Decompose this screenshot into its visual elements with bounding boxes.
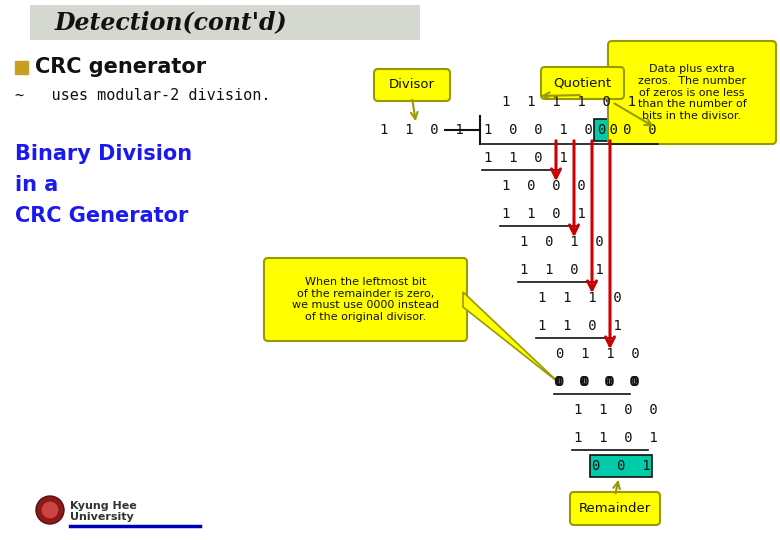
Text: 1  1  0  1: 1 1 0 1 (484, 151, 568, 165)
Text: Remainder: Remainder (579, 502, 651, 515)
FancyBboxPatch shape (541, 67, 624, 99)
Text: CRC generator: CRC generator (35, 57, 206, 77)
FancyBboxPatch shape (570, 492, 660, 525)
Text: 1  0  1  0: 1 0 1 0 (520, 235, 604, 249)
Text: Detection(cont'd): Detection(cont'd) (55, 10, 288, 34)
FancyBboxPatch shape (590, 455, 652, 477)
Circle shape (36, 496, 64, 524)
Text: Divisor: Divisor (389, 78, 435, 91)
Text: When the leftmost bit
of the remainder is zero,
we must use 0000 instead
of the : When the leftmost bit of the remainder i… (292, 277, 439, 322)
Text: 1  0  0  1  0  0: 1 0 0 1 0 0 (484, 123, 618, 137)
Text: 1  1  0  1: 1 1 0 1 (538, 319, 622, 333)
Text: 0  1  1  0: 0 1 1 0 (556, 347, 640, 361)
FancyBboxPatch shape (15, 61, 28, 74)
FancyBboxPatch shape (264, 258, 467, 341)
Text: Kyung Hee: Kyung Hee (70, 501, 136, 511)
Text: Binary Division
in a
CRC Generator: Binary Division in a CRC Generator (15, 144, 192, 226)
Text: 0  0  0  0: 0 0 0 0 (554, 375, 638, 389)
FancyBboxPatch shape (374, 69, 450, 101)
Text: ~   uses modular-2 division.: ~ uses modular-2 division. (15, 89, 271, 104)
Text: 1  1  0  1: 1 1 0 1 (502, 207, 586, 221)
Text: 1  1  1  0: 1 1 1 0 (538, 291, 622, 305)
Circle shape (41, 502, 58, 518)
Polygon shape (463, 292, 558, 382)
FancyBboxPatch shape (608, 41, 776, 144)
Text: 0  0  0: 0 0 0 (597, 123, 656, 137)
Text: 1  1  1  1  0  1: 1 1 1 1 0 1 (502, 95, 636, 109)
FancyBboxPatch shape (594, 119, 656, 141)
Text: 0  0  0  0: 0 0 0 0 (556, 375, 640, 389)
Text: 0  0  1: 0 0 1 (592, 459, 651, 473)
Text: University: University (70, 512, 133, 522)
Text: 1  1  0  1: 1 1 0 1 (574, 431, 658, 445)
Text: 1  1  0  1: 1 1 0 1 (520, 263, 604, 277)
FancyBboxPatch shape (30, 5, 420, 40)
Text: 1  1  0  1: 1 1 0 1 (380, 123, 464, 137)
Text: 1  0  0  0: 1 0 0 0 (502, 179, 586, 193)
Text: Data plus extra
zeros.  The number
of zeros is one less
than the number of
bits : Data plus extra zeros. The number of zer… (637, 64, 746, 121)
Text: 1  1  0  0: 1 1 0 0 (574, 403, 658, 417)
Text: Quotient: Quotient (554, 77, 612, 90)
